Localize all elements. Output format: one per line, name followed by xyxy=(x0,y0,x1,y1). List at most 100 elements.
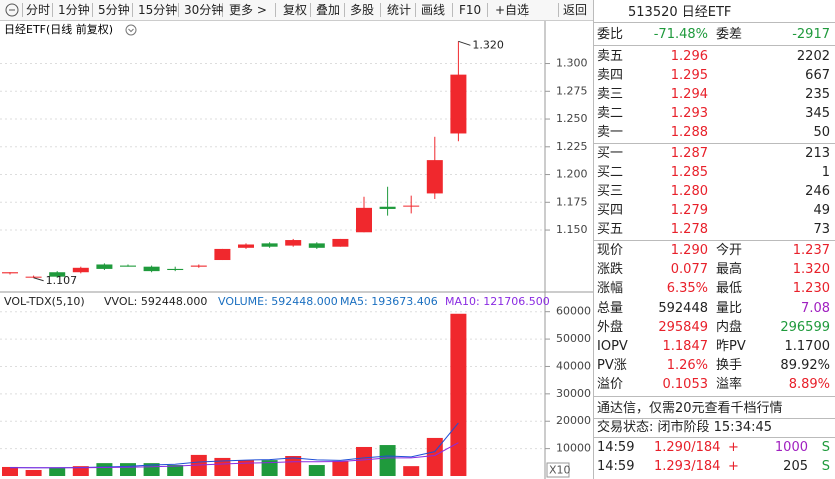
volume: 50 xyxy=(813,125,830,140)
toolbar-separator xyxy=(452,3,453,17)
volume-header: VOL-TDX(5,10) xyxy=(4,295,85,308)
bids-row: 买三 1.280 246 xyxy=(594,182,835,201)
toolbar-button[interactable]: 1分钟 xyxy=(58,3,90,17)
side: S xyxy=(821,440,830,455)
label: 委比 xyxy=(597,27,624,42)
y-tick-label: 1.300 xyxy=(556,57,588,70)
asks-row: 卖二 1.293 345 xyxy=(594,104,835,123)
y-tick-label: 20000 xyxy=(556,414,591,427)
label: 溢率 xyxy=(716,377,743,393)
candle-body xyxy=(450,74,467,134)
toolbar-button[interactable]: 15分钟 xyxy=(138,3,178,17)
y-tick-label: 10000 xyxy=(556,442,591,455)
candle-body xyxy=(403,205,420,207)
divider xyxy=(594,396,835,397)
toolbar-button[interactable]: +自选 xyxy=(495,3,530,17)
menu-icon[interactable] xyxy=(125,24,137,36)
bids-row: 买五 1.278 73 xyxy=(594,220,835,239)
volume-bar xyxy=(356,446,372,476)
volume: 205 xyxy=(783,459,808,474)
volume: 1 xyxy=(821,165,830,180)
y-tick-label: 1.225 xyxy=(556,140,588,153)
stat-row: IOPV 1.1847 昨PV 1.1700 xyxy=(594,337,835,356)
status: 交易状态: 闭市阶段 15:34:45 xyxy=(597,420,773,435)
status-row: 交易状态: 闭市阶段 15:34:45 xyxy=(594,418,835,437)
volume-bar xyxy=(261,460,278,476)
price: 1.278 xyxy=(670,222,708,237)
stat-row: 外盘 295849 内盘 296599 xyxy=(594,318,835,337)
volume: 345 xyxy=(805,106,830,121)
volume: 213 xyxy=(805,146,830,161)
y-tick-label: 1.250 xyxy=(556,112,588,125)
menu-icon-arrow xyxy=(128,28,134,33)
toolbar-button[interactable]: 返回 xyxy=(563,3,588,17)
price: 1.280 xyxy=(670,184,708,199)
volume: 49 xyxy=(813,203,830,218)
toolbar-button[interactable]: 画线 xyxy=(421,3,446,17)
value: 8.89% xyxy=(788,377,830,393)
value: 0.1053 xyxy=(662,377,709,393)
candle-body xyxy=(308,243,325,248)
toolbar-icon[interactable] xyxy=(3,1,21,19)
divider xyxy=(594,240,835,241)
volume-bar xyxy=(403,466,420,476)
volume-bar xyxy=(167,465,184,476)
toolbar-button[interactable]: F10 xyxy=(459,3,482,17)
toolbar-button[interactable]: 叠加 xyxy=(316,3,341,17)
value: 1.237 xyxy=(792,243,830,258)
volume-bar xyxy=(2,466,18,476)
multiplier-box xyxy=(546,462,570,478)
trade-row: 14:59 1.290/184 +1000 S xyxy=(594,438,835,457)
value: 89.92% xyxy=(780,358,830,374)
volume-header: MA5: 193673.406 xyxy=(340,295,438,308)
volume-bar xyxy=(49,468,66,476)
volume-header: MA10: 121706.500 xyxy=(445,295,550,308)
label: 买二 xyxy=(597,165,624,180)
label: 买五 xyxy=(597,222,624,237)
label: 今开 xyxy=(716,243,743,258)
candle-body xyxy=(49,272,66,277)
toolbar-button[interactable]: 分时 xyxy=(26,3,51,17)
price: 1.295 xyxy=(670,68,708,83)
volume-bar xyxy=(96,463,113,476)
label: 换手 xyxy=(716,358,743,374)
toolbar-button[interactable]: 统计 xyxy=(387,3,412,17)
label: 卖二 xyxy=(597,106,624,121)
annotation-arrow xyxy=(458,40,471,46)
label: 卖五 xyxy=(597,49,624,64)
volume-bar xyxy=(450,313,467,476)
y-tick-label: 1.275 xyxy=(556,84,588,97)
toolbar-button[interactable]: 复权 xyxy=(283,3,308,17)
asks-row: 卖三 1.294 235 xyxy=(594,85,835,104)
candle-body xyxy=(96,264,113,269)
y-tick-label: 50000 xyxy=(556,332,591,345)
volume-bar xyxy=(426,437,443,476)
label: 卖四 xyxy=(597,68,624,83)
toolbar-separator xyxy=(92,3,93,17)
asks-row: 卖四 1.295 667 xyxy=(594,66,835,85)
toolbar-button[interactable]: 5分钟 xyxy=(98,3,130,17)
value: 295849 xyxy=(658,319,708,335)
label: 溢价 xyxy=(597,377,624,393)
candle-body xyxy=(238,244,254,248)
volume-bar xyxy=(72,466,89,476)
divider xyxy=(594,437,835,438)
toolbar-button[interactable]: 多股 xyxy=(350,3,375,17)
volume-bar xyxy=(332,460,349,476)
candle-body xyxy=(285,240,302,246)
value: -2917 xyxy=(792,27,830,42)
toolbar-button[interactable]: 更多 > xyxy=(229,3,267,17)
toolbar-separator xyxy=(52,3,53,17)
toolbar-separator xyxy=(487,3,488,17)
volume: 235 xyxy=(805,87,830,102)
y-tick-label: 1.175 xyxy=(556,195,588,208)
candle-body xyxy=(143,266,160,272)
toolbar-separator xyxy=(558,3,559,17)
y-tick-label: 30000 xyxy=(556,387,591,400)
value: 7.08 xyxy=(801,300,830,316)
price: 1.294 xyxy=(670,87,708,102)
trade-row: 14:59 1.293/184 +205 S xyxy=(594,457,835,476)
toolbar-separator xyxy=(525,3,526,17)
value: 1.290 xyxy=(670,243,708,258)
toolbar-button[interactable]: 30分钟 xyxy=(184,3,224,17)
